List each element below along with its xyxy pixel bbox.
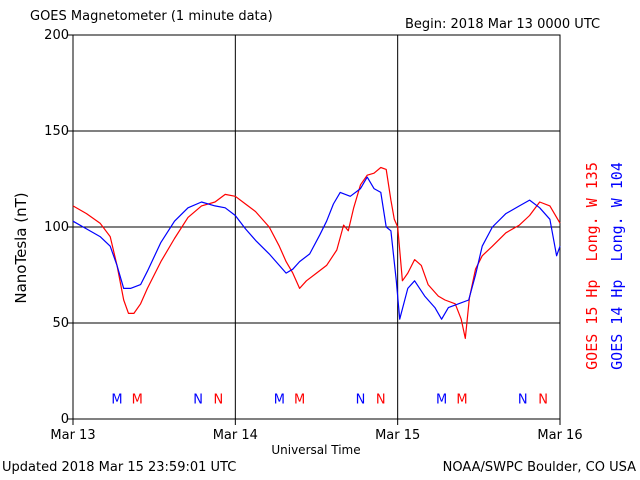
x-tick-label: Mar 14 [213,428,258,443]
marker-n: N [376,393,386,408]
marker-m: M [294,393,305,408]
marker-n: N [193,393,203,408]
y-axis-label: NanoTesla (nT) [12,192,30,303]
y-tick-label: 200 [44,28,69,43]
x-tick-label: Mar 15 [375,428,420,443]
marker-m: M [111,393,122,408]
grid-layer [67,34,561,425]
y-tick-label: 50 [52,316,69,331]
y-tick-label: 100 [44,220,69,235]
marker-m: M [456,393,467,408]
y-tick-labels: 0 50 100 150 200 [44,28,69,427]
chart-title: GOES Magnetometer (1 minute data) [30,9,273,24]
updated-timestamp: Updated 2018 Mar 15 23:59:01 UTC [2,460,237,475]
x-tick-label: Mar 13 [50,428,95,443]
marker-n: N [518,393,528,408]
y-tick-label: 150 [44,124,69,139]
marker-n: N [538,393,548,408]
begin-time-label: Begin: 2018 Mar 13 0000 UTC [405,17,601,32]
credit-label: NOAA/SWPC Boulder, CO USA [442,460,636,475]
marker-m: M [274,393,285,408]
x-tick-label: Mar 16 [537,428,582,443]
legend-goes14: GOES 14 Hp Long. W 104 [608,162,626,370]
marker-n: N [356,393,366,408]
marker-n: N [214,393,224,408]
y-tick-label: 0 [61,412,69,427]
legend-goes15: GOES 15 Hp Long. W 135 [583,162,601,370]
series-line-goes14 [72,176,561,320]
marker-m: M [436,393,447,408]
series-line-goes15 [72,166,561,339]
series-layer [72,166,561,339]
x-tick-labels: Mar 13 Mar 14 Mar 15 Mar 16 [50,428,582,443]
x-axis-label: Universal Time [271,443,360,457]
marker-m: M [132,393,143,408]
